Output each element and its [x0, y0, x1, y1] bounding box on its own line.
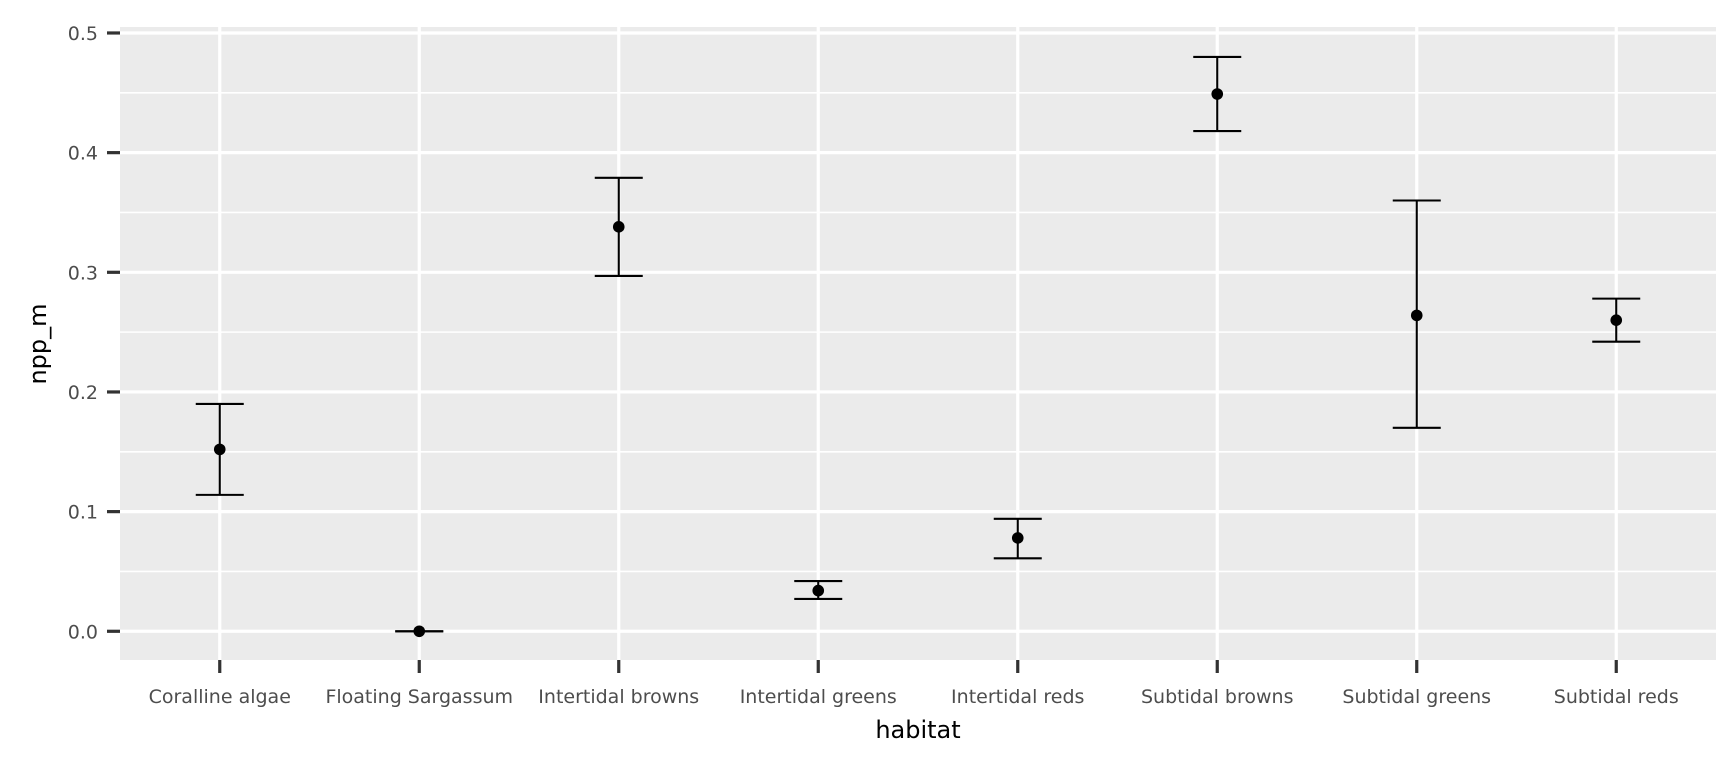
x-tick-label: Subtidal greens [1342, 686, 1491, 708]
data-point [1410, 309, 1423, 322]
data-point [612, 221, 625, 233]
data-point-group [1392, 199, 1441, 429]
plot-panel [120, 27, 1716, 660]
data-point [213, 443, 226, 456]
x-tick-label: Intertidal browns [538, 686, 699, 708]
x-axis-title: habitat [875, 716, 960, 744]
y-tick-label: 0.0 [68, 621, 98, 643]
y-tick-label: 0.1 [68, 502, 98, 524]
data-point-group [993, 517, 1042, 560]
x-tick-label: Subtidal browns [1141, 686, 1293, 708]
y-tick-label: 0.5 [68, 23, 98, 45]
data-point [1610, 314, 1623, 326]
x-tick-label: Coralline algae [149, 686, 291, 708]
data-point-group [1193, 55, 1242, 133]
data-point [812, 584, 825, 597]
y-tick-label: 0.4 [68, 143, 98, 165]
y-axis-title: npp_m [24, 303, 52, 384]
marks-layer [195, 55, 1641, 638]
x-tick-label: Intertidal greens [740, 686, 897, 708]
data-point-group [594, 176, 643, 277]
data-point-group [395, 625, 444, 638]
y-tick-label: 0.3 [68, 262, 98, 284]
data-point-group [1592, 297, 1641, 343]
data-point [1211, 88, 1224, 100]
data-point-group [794, 579, 843, 601]
x-tick-label: Subtidal reds [1554, 686, 1679, 708]
y-tick-label: 0.2 [68, 382, 98, 404]
data-point-group [195, 402, 244, 496]
data-point [413, 625, 426, 638]
data-point [1011, 532, 1024, 544]
x-tick-label: Floating Sargassum [325, 686, 513, 708]
x-axis: Coralline algae Floating Sargassum Interti… [149, 660, 1679, 708]
x-tick-label: Intertidal reds [951, 686, 1084, 708]
y-axis: 0.0 0.1 0.2 0.3 0.4 0.5 [68, 23, 120, 643]
